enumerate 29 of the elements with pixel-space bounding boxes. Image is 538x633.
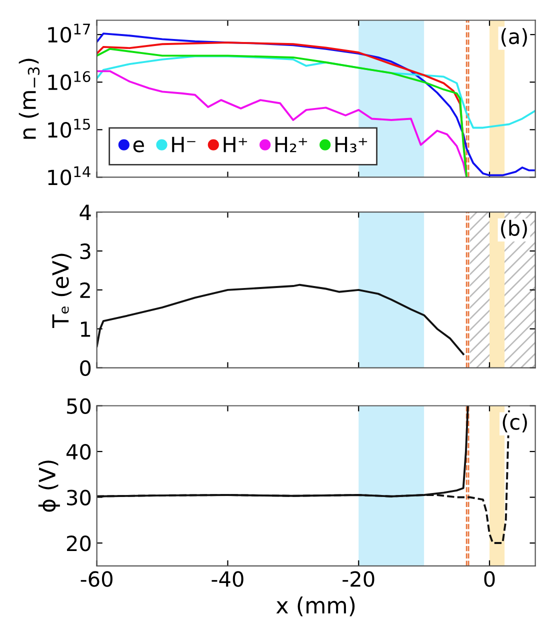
legend-label: H⁻ — [172, 136, 196, 152]
x-tick-label: 0 — [484, 571, 495, 587]
y-tick-label: 10$^{16}$ — [48, 71, 90, 90]
y-axis-title: n (m$_{−3}$) — [18, 58, 40, 139]
x-tick-label: -60 — [80, 571, 112, 587]
legend-label: H₂⁺ — [275, 136, 308, 152]
y-tick-label: 10$^{17}$ — [48, 24, 90, 43]
y-tick-label: 4 — [80, 204, 91, 220]
annotation: (c) — [502, 414, 527, 432]
legend-label: H₃⁺ — [335, 136, 368, 152]
y-tick-label: 30 — [67, 490, 91, 506]
y-tick-label: 10$^{15}$ — [48, 118, 90, 138]
x-axis-title: x (mm) — [276, 596, 355, 616]
x-tick-label: -40 — [212, 571, 244, 587]
y-tick-label: 0 — [80, 360, 91, 376]
y-tick-label: 50 — [67, 398, 91, 414]
y-tick-label: 20 — [66, 535, 91, 552]
y-axis-title: ϕ (V) — [38, 460, 60, 512]
legend-label: e — [133, 140, 144, 152]
y-tick-label: 2 — [80, 282, 90, 298]
legend-label: H⁺ — [224, 136, 248, 152]
y-tick-label: 3 — [80, 243, 90, 260]
y-tick-label: 1 — [81, 322, 90, 337]
x-tick-label: -20 — [342, 571, 374, 587]
y-tick-label: 40 — [66, 444, 91, 460]
annotation: (a) — [502, 28, 527, 47]
annotation: (b) — [501, 220, 527, 238]
y-axis-title: Tₑ (eV) — [52, 254, 72, 328]
y-tick-label: 10$^{14}$ — [48, 166, 90, 186]
